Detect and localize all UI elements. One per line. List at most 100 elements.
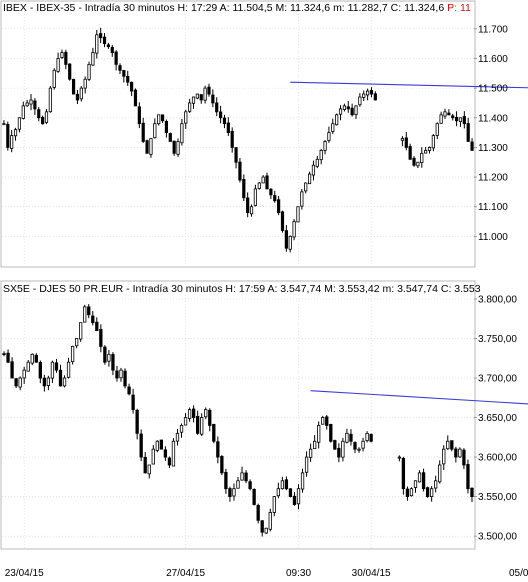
sx5e-y-tick-label: 3.650,00 xyxy=(478,413,517,424)
sx5e-candle-body xyxy=(244,472,248,482)
ibex-y-tick-label: 11.300 xyxy=(478,143,508,154)
ibex-candle-body xyxy=(234,147,238,163)
sx5e-candle-body xyxy=(83,306,87,323)
sx5e-candle-body xyxy=(127,386,131,395)
sx5e-candle-body xyxy=(470,487,474,498)
ibex-candle-body xyxy=(404,137,408,148)
sx5e-candle-body xyxy=(425,487,430,498)
ibex-y-tick-label: 11.100 xyxy=(478,202,508,213)
ibex-candle-body xyxy=(17,117,22,130)
ibex-candle-body xyxy=(215,102,219,113)
ibex-candle-body xyxy=(362,93,366,98)
ibex-candle-body xyxy=(2,123,6,126)
ibex-candle-body xyxy=(273,195,277,202)
sx5e-candle-body xyxy=(401,457,406,490)
ibex-candle-body xyxy=(323,141,327,151)
sx5e-candle-body xyxy=(99,328,103,347)
sx5e-candle-body xyxy=(232,488,236,497)
ibex-name: IBEX-35 xyxy=(36,2,75,14)
sx5e-candle-body xyxy=(74,338,79,347)
sx5e-candle-body xyxy=(111,354,115,371)
ibex-candle-body xyxy=(307,173,312,185)
sx5e-candle-body xyxy=(405,488,410,498)
ibex-candle-body xyxy=(164,121,169,133)
ibex-min-label: m: xyxy=(333,2,345,14)
sx5e-candle-body xyxy=(208,409,212,426)
ibex-symbol: IBEX xyxy=(3,2,27,14)
sx5e-interval: Intradía 30 minutos xyxy=(133,283,223,295)
panel-frame-sx5e xyxy=(0,280,476,550)
sx5e-y-tick-label: 3.500,00 xyxy=(478,532,517,543)
ibex-candle-body xyxy=(424,149,428,154)
ibex-p-value: 11 xyxy=(460,2,471,14)
sx5e-candle-body xyxy=(70,345,75,363)
ibex-candle-body xyxy=(400,138,405,141)
ibex-candle-body xyxy=(427,147,432,151)
sx5e-candle-body xyxy=(284,479,289,490)
sx5e-candle-body xyxy=(147,464,151,475)
sx5e-header: SX5E - DJES 50 PR.EUR - Intradía 30 minu… xyxy=(3,283,481,295)
ibex-candle-body xyxy=(269,188,273,196)
sx5e-candle-body xyxy=(341,440,345,458)
ibex-candle-body xyxy=(91,52,95,66)
ibex-m-value: 11.324,6 xyxy=(290,2,330,14)
x-tick-label: 09:30 xyxy=(286,568,311,577)
ibex-candle-body xyxy=(33,100,37,110)
x-tick-label: 23/04/15 xyxy=(5,568,44,577)
ibex-candle-body xyxy=(95,34,99,54)
sx5e-symbol: SX5E xyxy=(3,283,30,295)
sx5e-candle-body xyxy=(333,440,337,450)
sx5e-candle-body xyxy=(79,322,83,340)
axis-labels: 11.700 11.600 11.500 11.400 11.300 11.200 11.1… xyxy=(5,24,528,579)
sx5e-candle-body xyxy=(58,369,63,387)
sx5e-candle-body xyxy=(329,423,333,442)
sx5e-candle-body xyxy=(14,378,18,387)
sx5e-candle-body xyxy=(191,408,196,418)
ibex-candle-body xyxy=(10,135,14,149)
sx5e-candle-body xyxy=(91,315,95,324)
sx5e-candle-body xyxy=(349,433,353,442)
ibex-h-value: 17:29 xyxy=(191,2,217,14)
ibex-candle-body xyxy=(443,111,447,117)
ibex-a-label: A: xyxy=(220,2,230,14)
ibex-candle-body xyxy=(48,87,52,113)
ibex-candle-body xyxy=(435,123,439,136)
sx5e-candle-body xyxy=(107,353,111,362)
ibex-candle-body xyxy=(207,86,211,95)
sx5e-candle-body xyxy=(143,456,147,474)
ibex-candle-body xyxy=(44,111,49,123)
ibex-candle-body xyxy=(420,152,424,164)
ibex-candle-body xyxy=(114,51,118,65)
sx5e-candle-body xyxy=(66,361,71,378)
ibex-candle-body xyxy=(41,116,45,125)
sx5e-candle-body xyxy=(308,448,313,458)
sx5e-candle-body xyxy=(345,432,349,443)
sx5e-candle-body xyxy=(139,433,143,458)
sx5e-candle-body xyxy=(115,370,119,379)
ibex-candle-body xyxy=(246,197,250,214)
ibex-candle-body xyxy=(153,123,157,139)
sx5e-candle-body xyxy=(6,352,10,363)
sx5e-y-tick-label: 3.700,00 xyxy=(478,374,517,385)
sx5e-candle-body xyxy=(26,361,30,372)
sx5e-candle-body xyxy=(280,480,285,490)
ibex-candle-body xyxy=(257,182,261,189)
sx5e-candle-body xyxy=(103,346,107,363)
sx5e-candle-body xyxy=(200,417,204,435)
ibex-candle-body xyxy=(191,96,196,104)
sx5e-candle-body xyxy=(276,488,280,497)
sx5e-candle-body xyxy=(296,488,301,505)
ibex-candle-body xyxy=(176,141,180,155)
ibex-candle-body xyxy=(454,116,459,122)
sx5e-candle-body xyxy=(462,449,466,466)
ibex-candle-body xyxy=(431,135,435,149)
ibex-m-label: M: xyxy=(275,2,287,14)
ibex-candle-body xyxy=(64,51,68,65)
sx5e-candle-body xyxy=(2,353,6,356)
sx5e-candle-body xyxy=(179,425,184,433)
sx5e-candle-body xyxy=(204,409,208,418)
ibex-candle-body xyxy=(13,129,18,137)
ibex-candle-body xyxy=(157,114,161,125)
ibex-p-label: P: xyxy=(447,2,457,14)
sx5e-candle-body xyxy=(220,456,224,474)
